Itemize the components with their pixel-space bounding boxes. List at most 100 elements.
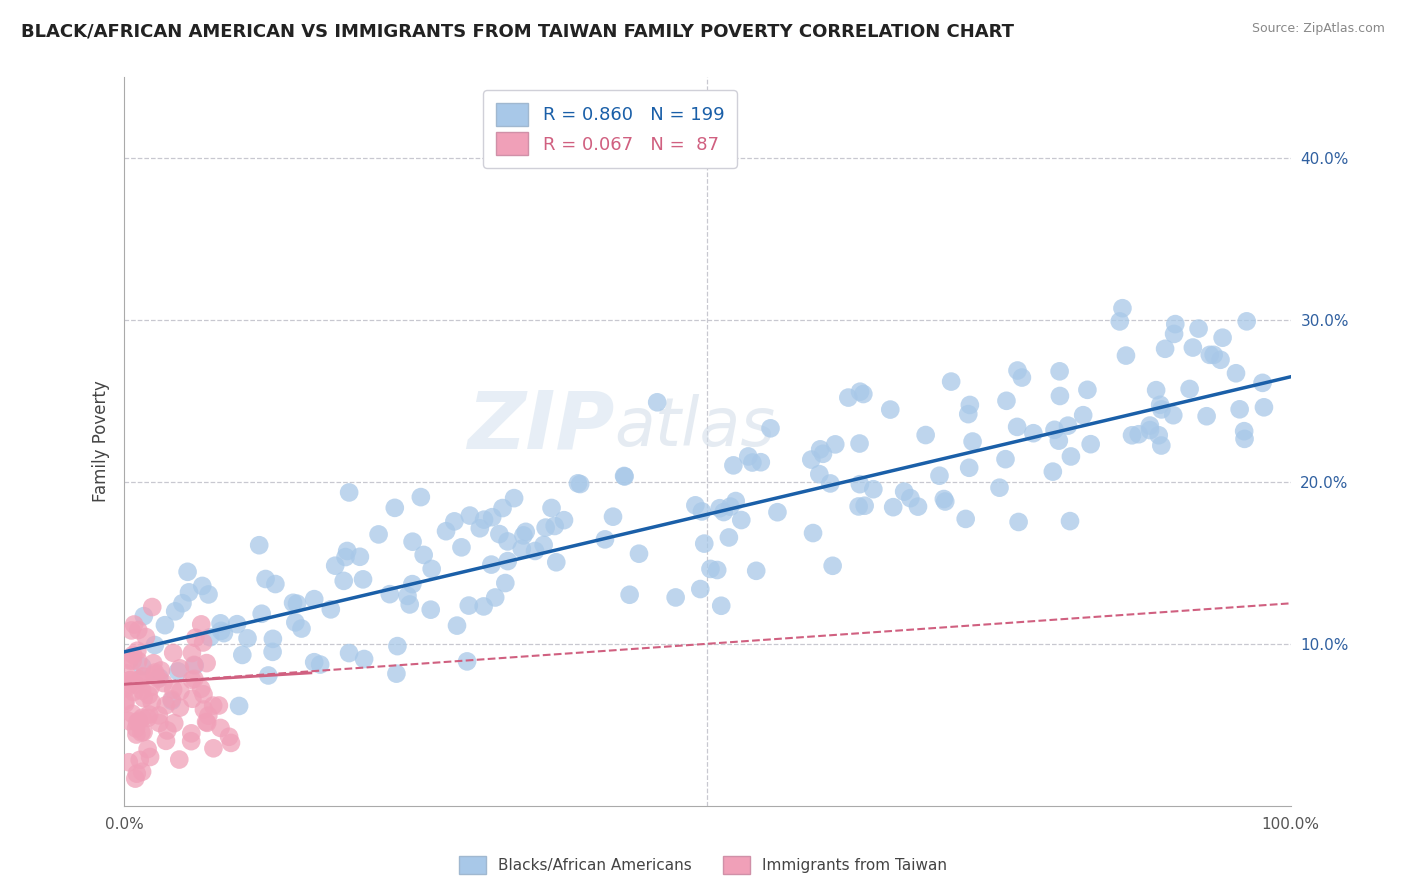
- Point: [309, 657, 332, 672]
- Point: [849, 384, 872, 399]
- Point: [172, 596, 194, 610]
- Point: [118, 756, 141, 770]
- Point: [142, 657, 165, 671]
- Point: [1076, 383, 1098, 397]
- Point: [195, 714, 218, 729]
- Point: [337, 485, 360, 500]
- Point: [685, 499, 707, 513]
- Point: [602, 509, 624, 524]
- Point: [128, 753, 150, 767]
- Point: [496, 554, 519, 568]
- Point: [148, 672, 170, 686]
- Point: [125, 715, 148, 730]
- Point: [932, 491, 955, 506]
- Point: [127, 623, 149, 637]
- Point: [125, 766, 148, 780]
- Point: [1150, 438, 1173, 452]
- Point: [132, 725, 155, 739]
- Point: [197, 708, 219, 723]
- Point: [690, 504, 713, 518]
- Point: [118, 653, 141, 667]
- Point: [163, 716, 186, 731]
- Point: [162, 682, 184, 697]
- Point: [122, 617, 145, 632]
- Point: [907, 500, 929, 514]
- Point: [1209, 352, 1232, 367]
- Text: atlas: atlas: [614, 394, 775, 460]
- Point: [208, 698, 231, 713]
- Point: [191, 635, 214, 649]
- Point: [143, 667, 166, 681]
- Point: [128, 714, 150, 728]
- Point: [228, 698, 250, 713]
- Point: [193, 687, 215, 701]
- Point: [231, 648, 253, 662]
- Point: [1057, 418, 1080, 433]
- Point: [131, 725, 153, 739]
- Point: [136, 711, 159, 725]
- Point: [139, 750, 162, 764]
- Point: [141, 695, 163, 709]
- Point: [132, 669, 155, 683]
- Point: [181, 691, 204, 706]
- Point: [1022, 426, 1045, 441]
- Point: [131, 683, 153, 698]
- Point: [1071, 408, 1094, 422]
- Point: [627, 547, 650, 561]
- Point: [353, 652, 375, 666]
- Point: [879, 402, 901, 417]
- Point: [540, 500, 562, 515]
- Point: [180, 734, 202, 748]
- Point: [898, 491, 921, 505]
- Point: [1202, 348, 1225, 362]
- Point: [749, 455, 772, 469]
- Point: [619, 588, 641, 602]
- Point: [401, 534, 423, 549]
- Point: [1111, 301, 1133, 316]
- Point: [713, 505, 735, 519]
- Point: [401, 577, 423, 591]
- Point: [284, 615, 307, 630]
- Point: [928, 468, 950, 483]
- Point: [148, 708, 170, 723]
- Point: [148, 715, 170, 730]
- Point: [534, 520, 557, 534]
- Point: [114, 666, 136, 681]
- Point: [730, 513, 752, 527]
- Point: [567, 476, 589, 491]
- Point: [472, 513, 495, 527]
- Point: [136, 742, 159, 756]
- Point: [127, 654, 149, 668]
- Point: [665, 591, 688, 605]
- Point: [131, 764, 153, 779]
- Point: [717, 531, 740, 545]
- Point: [1139, 423, 1161, 437]
- Point: [1080, 437, 1102, 451]
- Point: [352, 573, 374, 587]
- Point: [848, 500, 870, 514]
- Point: [169, 661, 191, 675]
- Point: [443, 514, 465, 528]
- Point: [434, 524, 457, 539]
- Point: [219, 736, 242, 750]
- Point: [150, 664, 173, 678]
- Point: [262, 632, 284, 646]
- Point: [484, 591, 506, 605]
- Point: [962, 434, 984, 449]
- Point: [1121, 428, 1143, 442]
- Point: [1060, 450, 1083, 464]
- Point: [709, 501, 731, 516]
- Point: [319, 602, 342, 616]
- Point: [160, 694, 183, 708]
- Point: [120, 624, 142, 638]
- Point: [1011, 370, 1033, 384]
- Point: [1251, 376, 1274, 390]
- Point: [162, 646, 184, 660]
- Point: [468, 521, 491, 535]
- Point: [177, 585, 200, 599]
- Point: [1229, 402, 1251, 417]
- Point: [169, 684, 191, 698]
- Point: [153, 618, 176, 632]
- Point: [115, 681, 138, 695]
- Point: [257, 668, 280, 682]
